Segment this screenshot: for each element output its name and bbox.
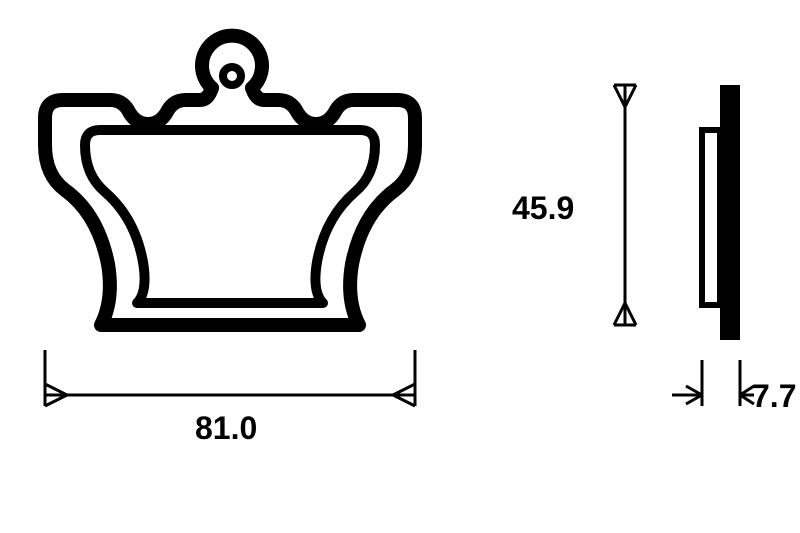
thickness-label: 7.7 [752, 378, 796, 415]
width-label: 81.0 [195, 410, 257, 447]
diagram-canvas [0, 0, 800, 533]
width-dimension [45, 350, 415, 406]
brake-pad-front [45, 36, 415, 325]
height-label: 45.9 [512, 190, 574, 227]
height-dimension [614, 85, 636, 325]
brake-pad-side [702, 85, 740, 340]
thickness-dimension [672, 360, 754, 406]
